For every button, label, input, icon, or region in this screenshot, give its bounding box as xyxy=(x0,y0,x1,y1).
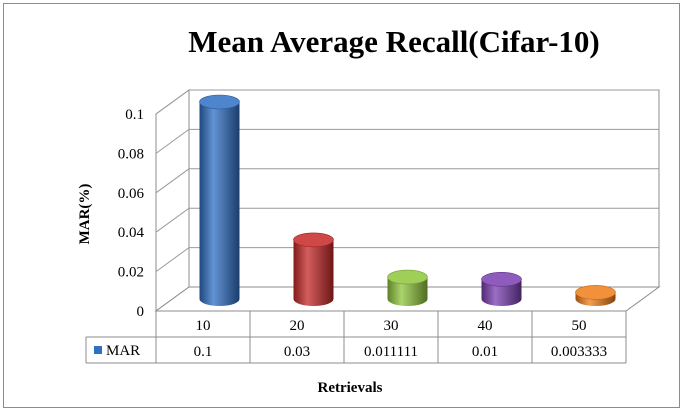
data-label: 0.011111 xyxy=(364,344,418,360)
y-tick-label: 0.06 xyxy=(118,186,145,202)
bar-top xyxy=(199,94,240,110)
chart-title: Mean Average Recall(Cifar-10) xyxy=(188,24,599,59)
bar-top xyxy=(481,271,522,287)
y-tick-label: 0.08 xyxy=(118,146,144,162)
bar-20 xyxy=(293,232,334,307)
bar-body xyxy=(481,279,522,307)
data-label: 0.03 xyxy=(284,344,310,360)
gridline xyxy=(155,89,659,115)
x-tick-label: 30 xyxy=(384,318,399,334)
bar-50 xyxy=(575,285,616,307)
bar-top xyxy=(387,269,428,285)
data-label: 0.1 xyxy=(194,344,213,360)
y-tick-labels: 0 0.02 0.04 0.06 0.08 0.1 xyxy=(118,107,145,320)
x-tick-label: 20 xyxy=(290,318,305,334)
gridline xyxy=(155,247,659,273)
gridlines xyxy=(155,89,659,273)
mean-average-recall-chart: Mean Average Recall(Cifar-10) 00.020.040… xyxy=(77,24,661,396)
data-label: 0.003333 xyxy=(551,344,607,360)
bar-body xyxy=(293,239,334,307)
bar-body xyxy=(387,277,428,307)
bar-30 xyxy=(387,269,428,307)
data-table: 10 20 30 40 50 0.1 0.03 0.011111 0.01 0.003333 MAR xyxy=(85,310,627,364)
bar-body xyxy=(199,102,240,307)
gridline xyxy=(155,207,659,233)
legend-swatch xyxy=(94,346,102,354)
bar-top xyxy=(575,285,616,300)
side-wall xyxy=(155,89,190,312)
bar-40 xyxy=(481,271,522,307)
back-wall xyxy=(188,89,660,288)
y-tick-label: 0.04 xyxy=(118,225,145,241)
bar-top xyxy=(293,232,334,248)
x-tick-label: 10 xyxy=(196,318,211,334)
x-tick-label: 40 xyxy=(478,318,493,334)
y-tick-label: 0.02 xyxy=(118,265,144,281)
chart-frame: Mean Average Recall(Cifar-10) 0 0.02 0.04 0… xyxy=(3,3,680,408)
bar-10 xyxy=(199,94,240,307)
gridline xyxy=(155,128,659,154)
y-axis-title: MAR(%) xyxy=(77,184,93,245)
y-tick-label: 0 xyxy=(137,304,145,320)
legend-label: MAR xyxy=(106,343,140,359)
data-label: 0.01 xyxy=(472,344,498,360)
x-axis-title: Retrievals xyxy=(318,380,383,396)
bars xyxy=(199,94,616,307)
y-tick-label: 0.1 xyxy=(125,107,144,123)
gridline xyxy=(155,168,659,194)
x-tick-label: 50 xyxy=(572,318,587,334)
